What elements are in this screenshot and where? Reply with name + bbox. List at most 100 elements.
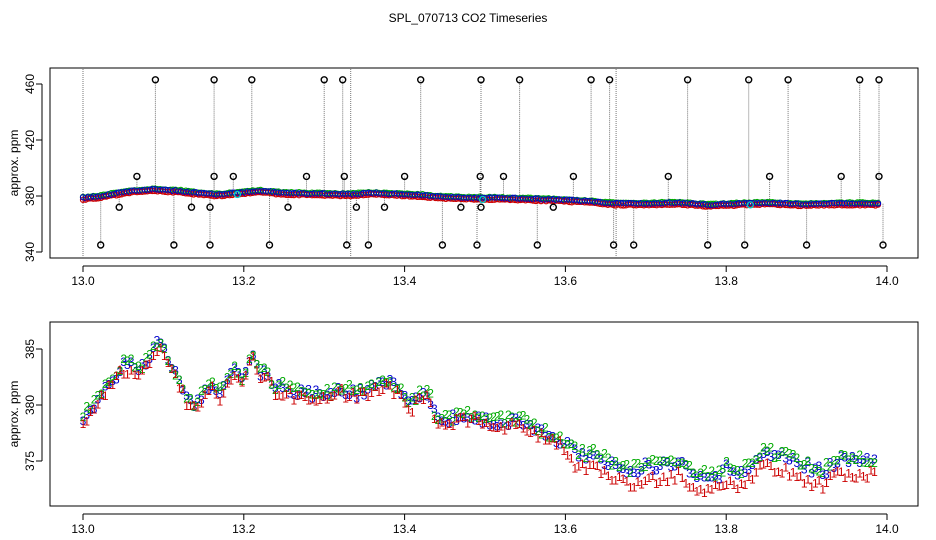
bottom-point-series-1: 1 bbox=[479, 418, 486, 432]
bottom-point-series-1: 1 bbox=[538, 426, 545, 440]
bottom-point-series-2: 2 bbox=[139, 362, 146, 376]
bottom-point-series-1: 1 bbox=[98, 388, 105, 402]
bottom-point-series-3: 3 bbox=[268, 378, 275, 392]
bottom-point-series-3: 3 bbox=[353, 392, 360, 406]
bottom-point-series-3: 3 bbox=[180, 384, 187, 398]
top-outlier-mid bbox=[569, 172, 578, 181]
bottom-point-series-3: 3 bbox=[649, 464, 656, 478]
bottom-point-series-2: 2 bbox=[372, 380, 379, 394]
bottom-point-series-1: 1 bbox=[605, 469, 612, 483]
top-point-series4 bbox=[233, 190, 242, 199]
bottom-point-series-2: 2 bbox=[723, 455, 730, 469]
bottom-point-series-2: 2 bbox=[128, 352, 135, 366]
bottom-point-series-3: 3 bbox=[302, 386, 309, 400]
bottom-point-series-2: 2 bbox=[797, 459, 804, 473]
bottom-point-series-2: 2 bbox=[690, 466, 697, 480]
bottom-point-series-3: 3 bbox=[438, 414, 445, 428]
bottom-point-series-1: 1 bbox=[464, 417, 471, 431]
bottom-point-series-2: 2 bbox=[161, 342, 168, 356]
bottom-point-series-1: 1 bbox=[753, 465, 760, 479]
bottom-point-series-3: 3 bbox=[316, 387, 323, 401]
bottom-point-series-2: 2 bbox=[290, 381, 297, 395]
bottom-point-series-2: 2 bbox=[198, 384, 205, 398]
top-outlier-high bbox=[210, 76, 218, 84]
bottom-point-series-1: 1 bbox=[390, 388, 397, 402]
bottom-point-series-3: 3 bbox=[427, 398, 434, 412]
bottom-point-series-2: 2 bbox=[472, 408, 479, 422]
bottom-point-series-3: 3 bbox=[246, 355, 253, 369]
bottom-point-series-3: 3 bbox=[708, 471, 715, 485]
bottom-point-series-2: 2 bbox=[538, 427, 545, 441]
bottom-point-series-2: 2 bbox=[501, 416, 508, 430]
bottom-point-series-3: 3 bbox=[205, 383, 212, 397]
bottom-point-series-1: 1 bbox=[279, 390, 286, 404]
bottom-point-series-2: 2 bbox=[568, 437, 575, 451]
bottom-point-series-1: 1 bbox=[364, 390, 371, 404]
bottom-point-series-1: 1 bbox=[793, 470, 800, 484]
top-outlier-mid bbox=[133, 172, 141, 181]
top-axes: 13.0 13.2 13.4 13.6 13.8 14.0 340 380 420 460 bbox=[23, 74, 899, 288]
bottom-point-series-2: 2 bbox=[346, 377, 353, 391]
bottom-point-series-1: 1 bbox=[849, 470, 856, 484]
bottom-point-series-1: 1 bbox=[716, 479, 723, 493]
bottom-point-series-3: 3 bbox=[342, 388, 349, 402]
bottom-point-series-2: 2 bbox=[823, 456, 830, 470]
top-outlier-high bbox=[605, 76, 614, 84]
bottom-point-series-1: 1 bbox=[387, 379, 394, 393]
top-outlier-mid bbox=[302, 172, 311, 181]
bottom-point-series-3: 3 bbox=[842, 451, 849, 465]
bottom-point-series-1: 1 bbox=[690, 481, 697, 495]
bottom-point-series-2: 2 bbox=[276, 378, 283, 392]
bottom-point-series-3: 3 bbox=[287, 386, 294, 400]
bottom-point-series-1: 1 bbox=[834, 464, 841, 478]
bottom-point-series-3: 3 bbox=[309, 391, 316, 405]
bottom-point-series-3: 3 bbox=[612, 458, 619, 472]
bottom-point-series-1: 1 bbox=[612, 474, 619, 488]
bottom-point-series-3: 3 bbox=[313, 383, 320, 397]
bottom-point-series-3: 3 bbox=[768, 450, 775, 464]
bottom-point-series-3: 3 bbox=[431, 402, 438, 416]
bottom-point-series-1: 1 bbox=[446, 417, 453, 431]
bottom-point-series-1: 1 bbox=[154, 345, 161, 359]
bottom-point-series-2: 2 bbox=[120, 352, 127, 366]
bottom-point-series-2: 2 bbox=[213, 382, 220, 396]
bottom-point-series-1: 1 bbox=[579, 457, 586, 471]
bottom-point-series-1: 1 bbox=[283, 388, 290, 402]
bottom-point-series-1: 1 bbox=[246, 355, 253, 369]
bottom-plot-frame bbox=[49, 321, 919, 507]
bottom-point-series-3: 3 bbox=[731, 465, 738, 479]
bottom-point-series-2: 2 bbox=[87, 402, 94, 416]
bottom-point-series-2: 2 bbox=[209, 375, 216, 389]
bottom-point-series-3: 3 bbox=[719, 462, 726, 476]
bottom-point-series-3: 3 bbox=[242, 364, 249, 378]
bottom-point-series-1: 1 bbox=[379, 383, 386, 397]
bottom-point-series-1: 1 bbox=[642, 474, 649, 488]
bottom-point-series-2: 2 bbox=[316, 387, 323, 401]
bottom-point-series-1: 1 bbox=[590, 458, 597, 472]
bottom-point-series-3: 3 bbox=[853, 452, 860, 466]
bot-x-tick-label: 13.0 bbox=[71, 522, 95, 536]
bottom-point-series-2: 2 bbox=[675, 457, 682, 471]
top-outlier-high bbox=[587, 76, 595, 84]
bottom-point-series-2: 2 bbox=[701, 463, 708, 477]
bottom-point-series-3: 3 bbox=[723, 457, 730, 471]
bottom-point-series-3: 3 bbox=[549, 430, 556, 444]
bottom-point-series-3: 3 bbox=[775, 448, 782, 462]
bottom-point-series-3: 3 bbox=[420, 386, 427, 400]
bottom-point-series-3: 3 bbox=[364, 382, 371, 396]
bottom-point-series-1: 1 bbox=[257, 372, 264, 386]
bottom-point-series-2: 2 bbox=[734, 464, 741, 478]
top-outlier-high bbox=[248, 76, 256, 84]
top-outlier-mid bbox=[499, 172, 508, 181]
bottom-point-series-2: 2 bbox=[805, 454, 812, 468]
bottom-point-series-2: 2 bbox=[753, 453, 760, 467]
bottom-point-series-3: 3 bbox=[327, 386, 334, 400]
bottom-point-series-1: 1 bbox=[461, 410, 468, 424]
bottom-point-series-2: 2 bbox=[660, 455, 667, 469]
bottom-point-series-2: 2 bbox=[154, 340, 161, 354]
bottom-point-series-2: 2 bbox=[342, 382, 349, 396]
top-x-tick-label: 13.6 bbox=[554, 274, 578, 288]
bottom-point-series-2: 2 bbox=[486, 411, 493, 425]
bottom-point-series-3: 3 bbox=[819, 468, 826, 482]
bottom-point-series-2: 2 bbox=[801, 458, 808, 472]
